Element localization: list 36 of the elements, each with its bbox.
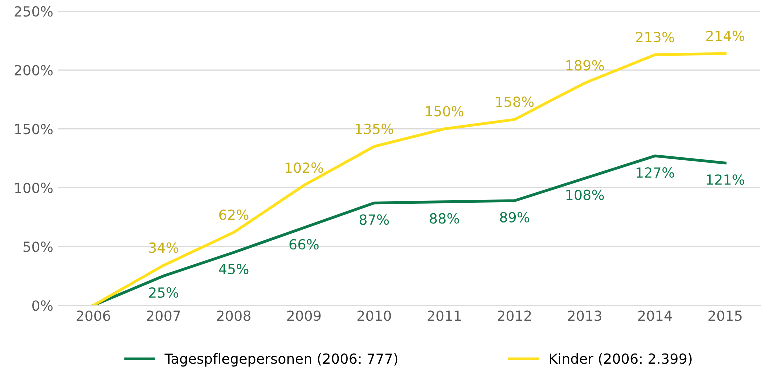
data-label: 102% [286, 162, 324, 174]
y-tick-label: 100% [15, 182, 53, 194]
x-tick-label: 2010 [358, 310, 392, 322]
data-label: 214% [706, 30, 744, 42]
x-tick-label: 2011 [428, 310, 461, 322]
data-label: 66% [290, 239, 319, 250]
data-label: 87% [360, 214, 390, 226]
data-label: 121% [707, 174, 744, 186]
data-label: 213% [636, 32, 674, 43]
data-label: 127% [636, 168, 674, 178]
x-tick-label: 2006 [76, 310, 110, 322]
data-label: 34% [149, 242, 178, 254]
x-tick-label: 2014 [638, 310, 672, 322]
data-label: 158% [496, 96, 534, 108]
y-tick-label: 200% [14, 65, 53, 76]
data-label: 88% [430, 213, 460, 224]
data-label: 135% [356, 124, 394, 134]
data-label: 89% [500, 212, 530, 223]
legend-label: Tagespflegepersonen (2006: 777) [164, 353, 398, 367]
y-tick-label: 150% [15, 124, 53, 135]
x-tick-label: 2009 [288, 310, 321, 322]
y-tick-label: 250% [14, 6, 53, 17]
legend-label: Kinder (2006: 2.399) [550, 353, 692, 366]
x-tick-label: 2015 [708, 310, 742, 322]
x-tick-label: 2008 [217, 310, 251, 322]
data-label: 45% [219, 264, 249, 275]
y-tick-label: 50% [24, 242, 53, 252]
data-label: 25% [149, 288, 178, 298]
data-label: 108% [566, 190, 604, 200]
data-label: 150% [426, 106, 464, 117]
x-tick-label: 2013 [568, 310, 602, 322]
data-label: 62% [220, 210, 249, 220]
y-tick-label: 0% [32, 300, 53, 312]
x-tick-label: 2007 [147, 310, 180, 322]
x-tick-label: 2012 [498, 310, 532, 322]
data-label: 189% [566, 60, 604, 71]
